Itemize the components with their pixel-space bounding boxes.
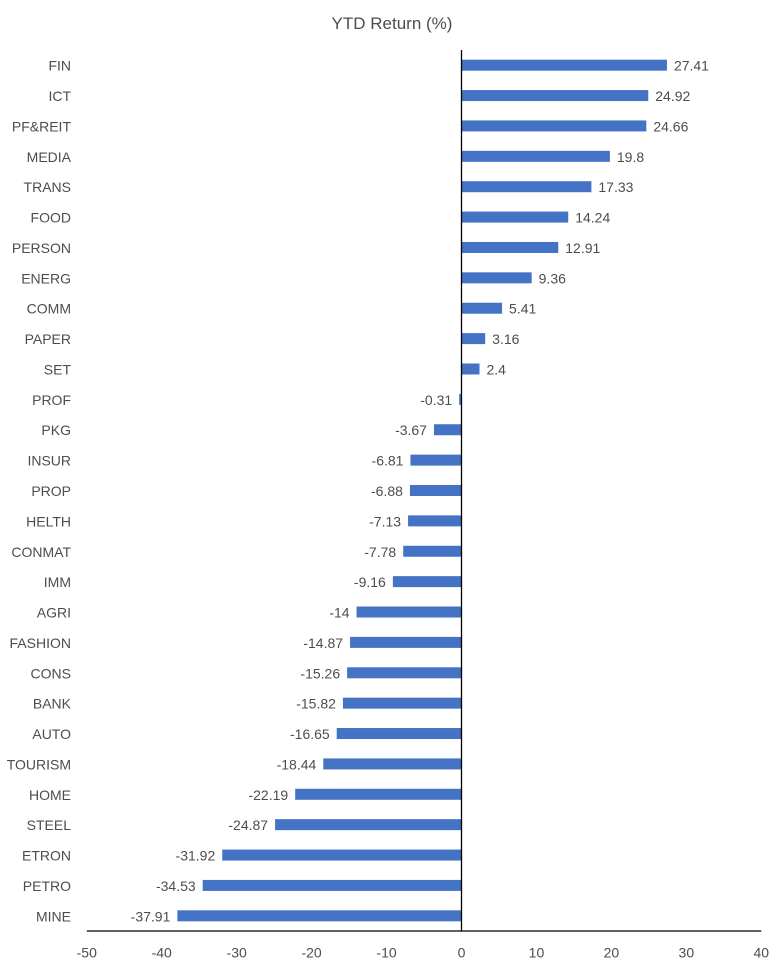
svg-text:PF&REIT: PF&REIT [12,118,72,134]
svg-text:40: 40 [754,945,770,961]
svg-text:FOOD: FOOD [31,210,71,226]
svg-text:-18.44: -18.44 [277,756,317,772]
svg-text:-22.19: -22.19 [248,787,288,803]
svg-text:5.41: 5.41 [509,301,536,317]
svg-text:30: 30 [679,945,695,961]
svg-text:-24.87: -24.87 [228,817,268,833]
svg-text:24.66: 24.66 [653,118,688,134]
svg-text:TRANS: TRANS [24,179,71,195]
svg-text:FIN: FIN [48,58,71,74]
svg-text:17.33: 17.33 [598,179,633,195]
svg-text:2.4: 2.4 [486,361,506,377]
svg-text:-30: -30 [227,945,247,961]
svg-text:20: 20 [604,945,620,961]
svg-text:MEDIA: MEDIA [27,149,72,165]
svg-text:MINE: MINE [36,908,71,924]
svg-text:HELTH: HELTH [26,513,71,529]
svg-text:PERSON: PERSON [12,240,71,256]
svg-text:CONS: CONS [31,665,71,681]
svg-text:9.36: 9.36 [539,270,566,286]
svg-text:-6.81: -6.81 [372,453,404,469]
svg-text:ENERG: ENERG [21,270,71,286]
svg-text:-14: -14 [329,605,349,621]
svg-text:3.16: 3.16 [492,331,519,347]
svg-text:STEEL: STEEL [27,817,72,833]
svg-text:-3.67: -3.67 [395,422,427,438]
svg-text:ICT: ICT [48,88,71,104]
svg-text:PAPER: PAPER [25,331,71,347]
svg-text:0: 0 [458,945,466,961]
svg-text:14.24: 14.24 [575,210,610,226]
svg-text:10: 10 [529,945,545,961]
svg-text:27.41: 27.41 [674,58,709,74]
svg-text:-15.26: -15.26 [300,665,340,681]
svg-text:24.92: 24.92 [655,88,690,104]
svg-text:BANK: BANK [33,696,72,712]
svg-text:AGRI: AGRI [37,605,71,621]
svg-text:SET: SET [44,361,72,377]
svg-text:PKG: PKG [41,422,71,438]
svg-text:COMM: COMM [27,301,71,317]
svg-text:-7.78: -7.78 [364,544,396,560]
svg-text:-15.82: -15.82 [296,696,336,712]
svg-text:-34.53: -34.53 [156,878,196,894]
svg-text:-0.31: -0.31 [420,392,452,408]
svg-text:-40: -40 [152,945,172,961]
svg-text:HOME: HOME [29,787,71,803]
svg-text:-7.13: -7.13 [369,513,401,529]
svg-text:-6.88: -6.88 [371,483,403,499]
svg-text:AUTO: AUTO [32,726,71,742]
svg-text:ETRON: ETRON [22,848,71,864]
svg-text:INSUR: INSUR [27,453,71,469]
svg-text:19.8: 19.8 [617,149,644,165]
svg-text:FASHION: FASHION [10,635,71,651]
svg-text:CONMAT: CONMAT [11,544,71,560]
svg-text:PROF: PROF [32,392,71,408]
svg-text:-10: -10 [376,945,396,961]
svg-text:-31.92: -31.92 [176,848,216,864]
svg-text:-20: -20 [301,945,321,961]
svg-text:-16.65: -16.65 [290,726,330,742]
svg-text:PROP: PROP [31,483,71,499]
svg-text:IMM: IMM [44,574,71,590]
svg-text:-9.16: -9.16 [354,574,386,590]
svg-text:-14.87: -14.87 [303,635,343,651]
svg-text:12.91: 12.91 [565,240,600,256]
svg-text:-37.91: -37.91 [131,908,171,924]
svg-text:TOURISM: TOURISM [7,756,71,772]
svg-text:-50: -50 [77,945,97,961]
svg-text:YTD Return (%): YTD Return (%) [332,14,453,33]
svg-text:PETRO: PETRO [23,878,71,894]
